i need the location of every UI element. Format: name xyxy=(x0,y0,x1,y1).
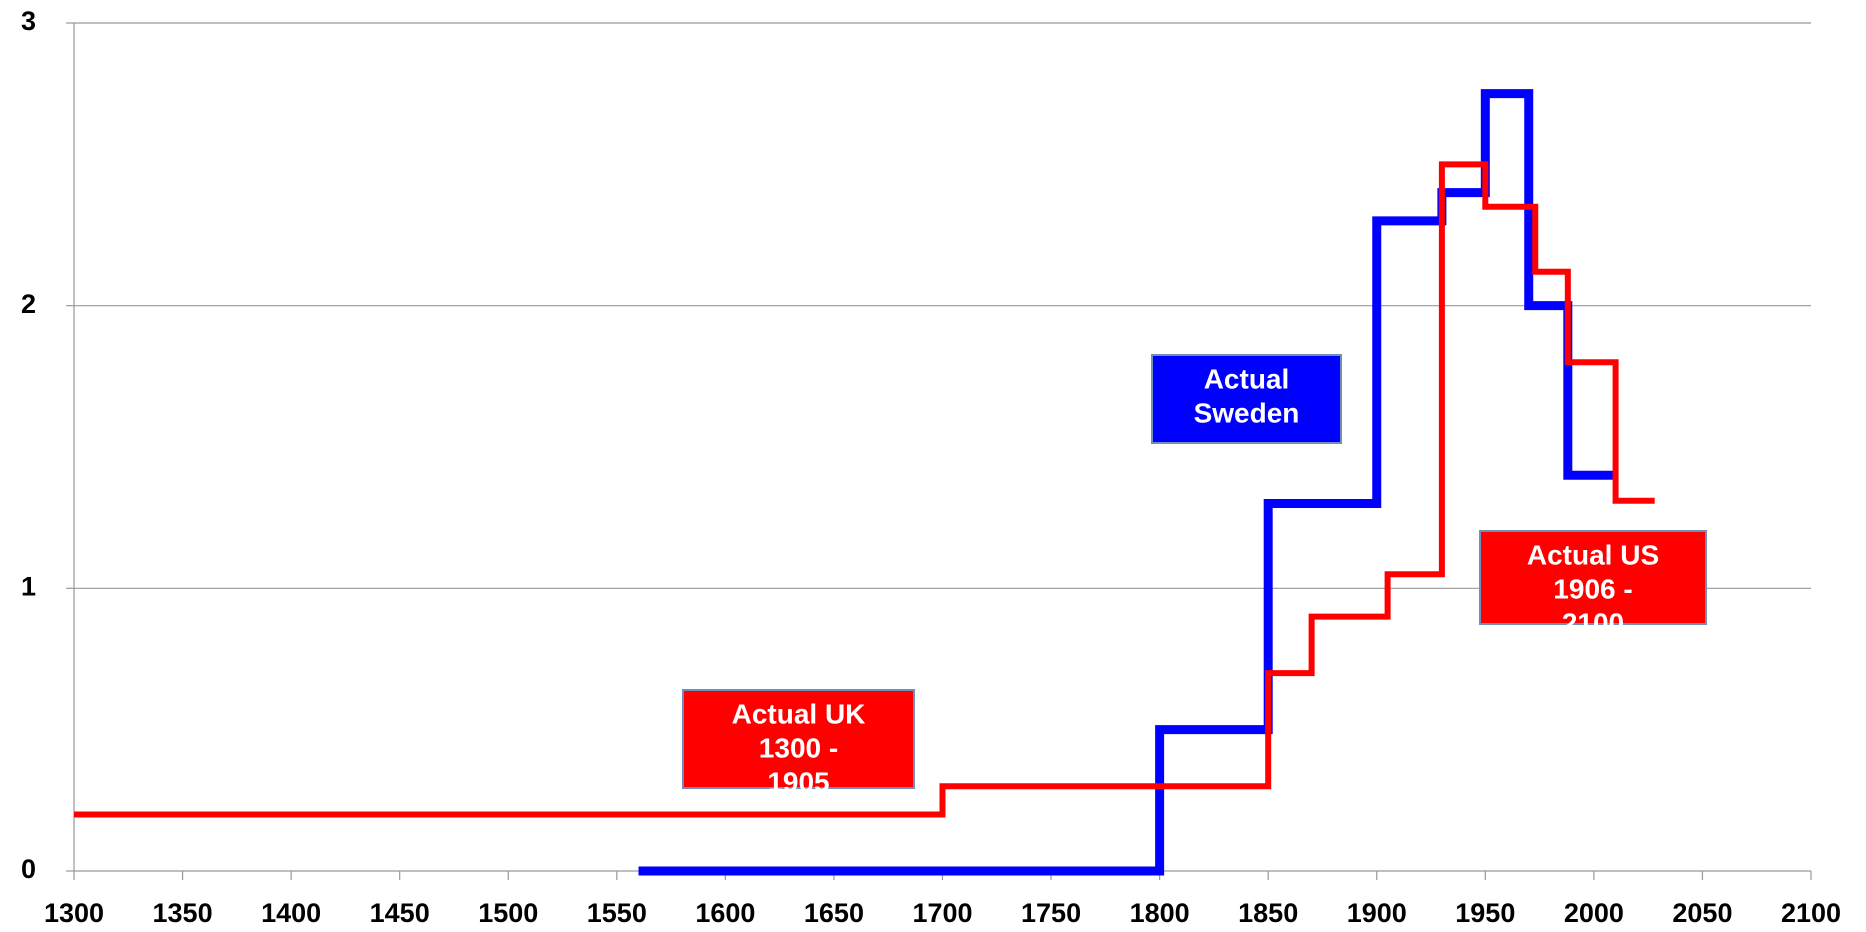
x-tick-label: 1500 xyxy=(478,898,538,928)
annotation-text: Sweden xyxy=(1194,397,1300,428)
y-tick-label: 1 xyxy=(21,571,36,601)
annotation-box xyxy=(1479,530,1707,625)
annotation-text: Actual UK xyxy=(732,698,866,729)
y-tick-label: 2 xyxy=(21,289,36,319)
x-tick-label: 2000 xyxy=(1564,898,1624,928)
x-tick-label: 1800 xyxy=(1130,898,1190,928)
annotation-text: 2100 xyxy=(1562,607,1624,638)
x-tick-label: 1600 xyxy=(695,898,755,928)
step-line xyxy=(74,161,1655,818)
annotation-text: 1300 - xyxy=(759,732,838,763)
x-tick-label: 1950 xyxy=(1455,898,1515,928)
annotation-text: Actual xyxy=(1204,363,1290,394)
x-tick-label: 1700 xyxy=(912,898,972,928)
x-tick-label: 2050 xyxy=(1672,898,1732,928)
x-tick-label: 1350 xyxy=(153,898,213,928)
x-tick-label: 1300 xyxy=(44,898,104,928)
y-tick-label: 0 xyxy=(21,854,36,884)
x-tick-label: 1750 xyxy=(1021,898,1081,928)
x-tick-label: 1650 xyxy=(804,898,864,928)
x-tick-label: 1850 xyxy=(1238,898,1298,928)
annotation-text: Actual US xyxy=(1527,539,1659,570)
annotation-text: 1906 - xyxy=(1553,573,1632,604)
annotation-box xyxy=(1151,354,1342,444)
x-tick-label: 1550 xyxy=(587,898,647,928)
x-tick-label: 2100 xyxy=(1781,898,1841,928)
annotation-box xyxy=(682,689,915,789)
x-tick-label: 1400 xyxy=(261,898,321,928)
x-tick-label: 1450 xyxy=(370,898,430,928)
y-tick-label: 3 xyxy=(21,6,36,36)
x-tick-label: 1900 xyxy=(1347,898,1407,928)
annotation-text: 1905 xyxy=(767,766,829,797)
